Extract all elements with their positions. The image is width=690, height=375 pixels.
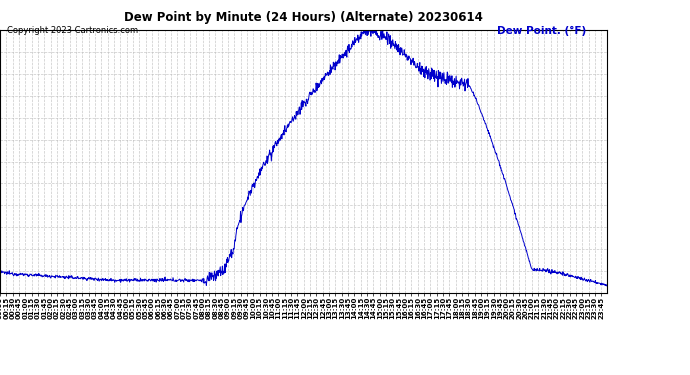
- Text: Dew Point. (°F): Dew Point. (°F): [497, 26, 586, 36]
- Text: Dew Point by Minute (24 Hours) (Alternate) 20230614: Dew Point by Minute (24 Hours) (Alternat…: [124, 11, 483, 24]
- Text: Copyright 2023 Cartronics.com: Copyright 2023 Cartronics.com: [7, 26, 138, 35]
